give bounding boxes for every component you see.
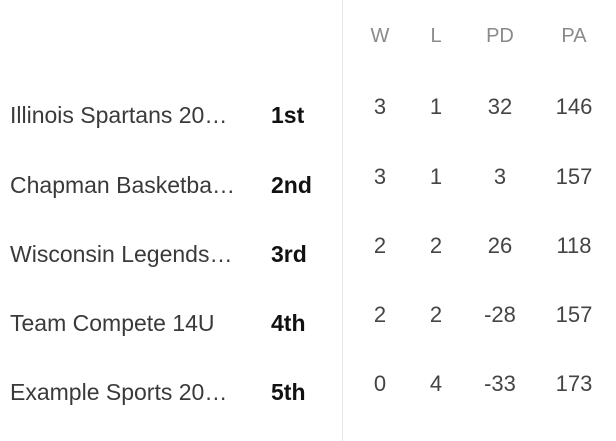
team-name[interactable]: Wisconsin Legends… <box>10 241 233 267</box>
standings-row[interactable]: Wisconsin Legends… 3rd <box>0 232 616 272</box>
standings-row[interactable]: Chapman Basketba… 2nd <box>0 163 616 203</box>
header-point-differential: PD <box>486 25 514 47</box>
header-losses: L <box>430 25 442 47</box>
column-divider <box>342 0 343 441</box>
team-name[interactable]: Chapman Basketba… <box>10 172 236 198</box>
team-rank: 4th <box>271 310 306 336</box>
header-wins: W <box>370 25 390 47</box>
team-rank: 5th <box>271 379 306 405</box>
team-name[interactable]: Illinois Spartans 20… <box>10 102 228 128</box>
team-rank: 3rd <box>271 241 307 267</box>
team-rank: 1st <box>271 102 305 128</box>
team-rank: 2nd <box>271 172 312 198</box>
team-name[interactable]: Team Compete 14U <box>10 310 215 336</box>
standings-row[interactable]: Example Sports 20… 5th <box>0 370 616 410</box>
team-name[interactable]: Example Sports 20… <box>10 379 228 405</box>
standings-row[interactable]: Illinois Spartans 20… 1st <box>0 93 616 133</box>
standings-row[interactable]: Team Compete 14U 4th <box>0 301 616 341</box>
header-points-against: PA <box>561 25 587 47</box>
